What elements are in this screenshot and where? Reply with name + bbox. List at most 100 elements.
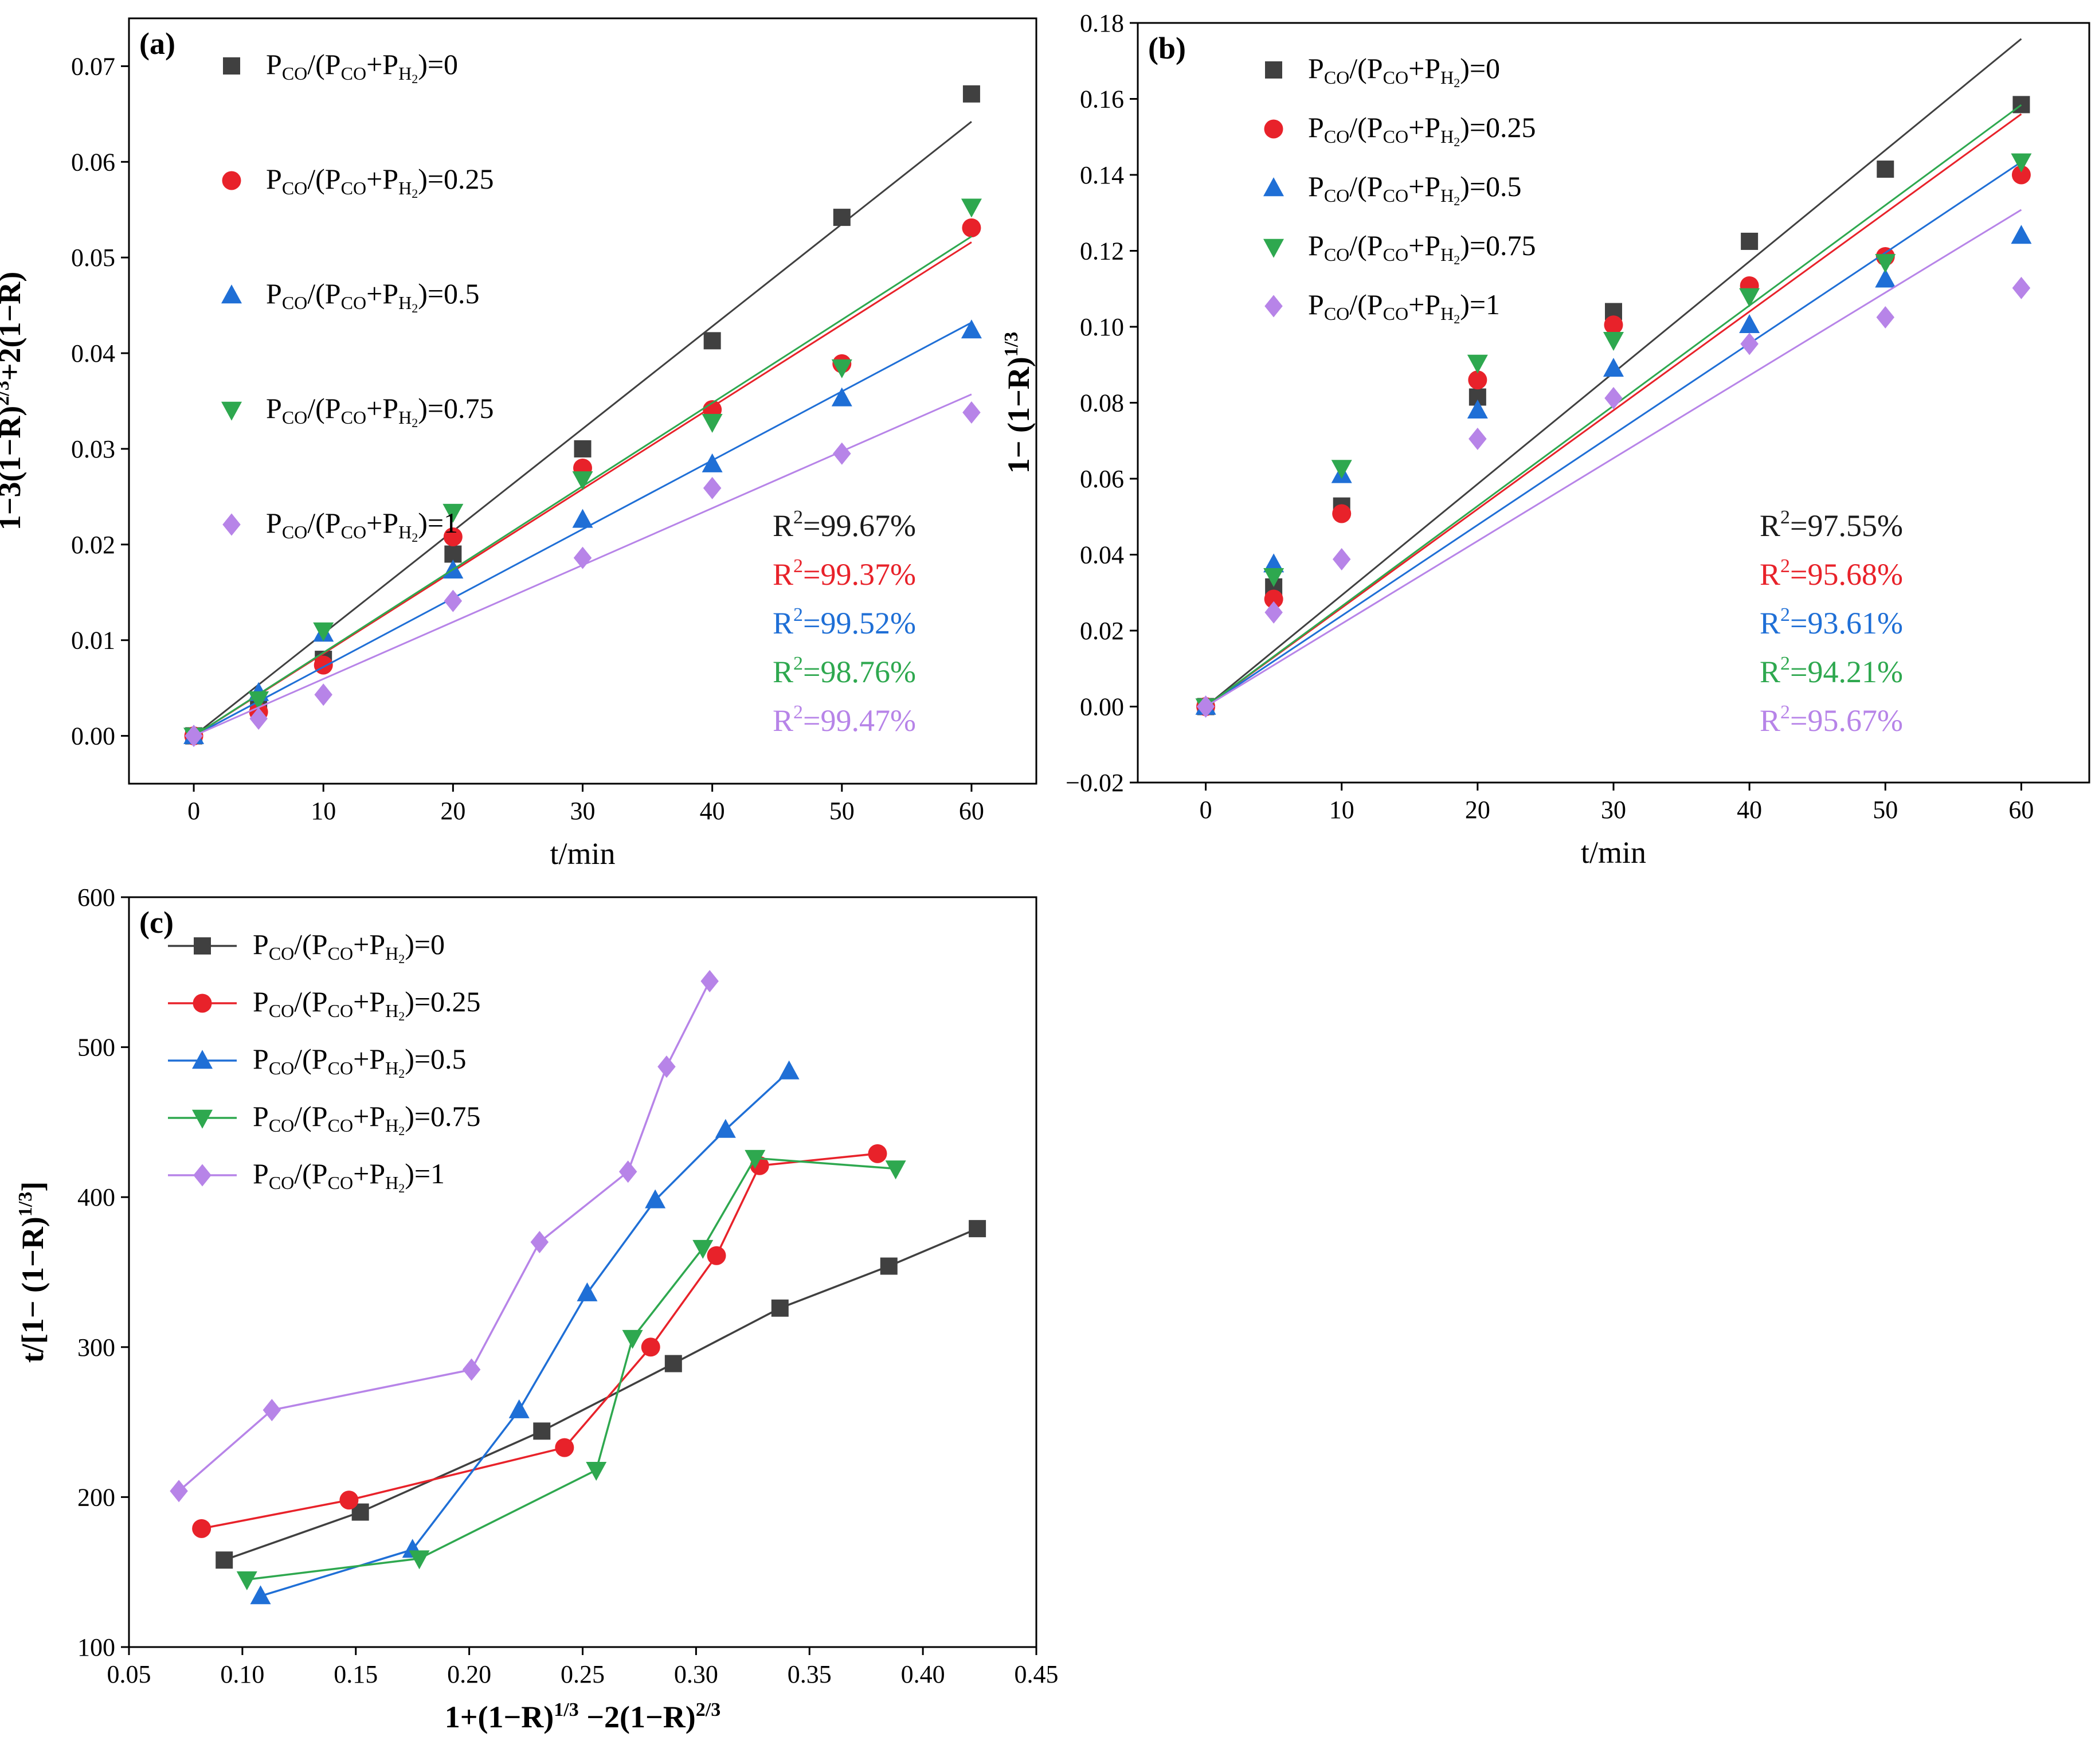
r2-label-a-0: R2=99.67% [773,507,916,543]
y-tick-label: 0.16 [1080,85,1124,114]
data-point-c-3-3 [622,1329,643,1349]
y-tick-label: 0.06 [1080,465,1124,493]
legend-label-4: PCO/(PCO+PH2)=1 [253,1157,445,1195]
panel-label-c: (c) [139,905,174,940]
y-tick-label: 500 [77,1034,115,1062]
data-point-c-1-2 [555,1438,574,1457]
y-tick-label: 0.04 [71,339,115,367]
y-tick-label: 400 [77,1183,115,1211]
data-point-b-2-1 [1263,553,1285,573]
x-tick-label: 0.20 [447,1660,491,1688]
r2-label-b-4: R2=95.67% [1760,702,1903,738]
data-point-c-2-4 [645,1189,666,1208]
series-b-1 [1196,113,2031,716]
legend-a: PCO/(PCO+PH2)=0 PCO/(PCO+PH2)=0.25 PCO/(PC… [221,48,494,545]
panel-label-a: (a) [139,26,175,61]
data-point-a-0-7 [962,85,980,103]
data-point-c-4-0 [170,1480,188,1503]
data-point-a-4-3 [444,589,463,612]
y-axis-label-c: t/[1− (1−R)1/3] [15,1182,50,1363]
y-tick-label: 300 [77,1333,115,1362]
panel-label-b: (b) [1148,31,1186,65]
x-tick-label: 10 [311,797,336,825]
data-point-b-0-5 [1741,232,1759,250]
data-point-b-4-0 [1196,695,1215,718]
y-tick-label: 0.14 [1080,161,1124,189]
x-tick-label: 20 [1465,796,1490,824]
x-tick-label: 60 [2008,796,2034,824]
y-tick-label: 0.07 [71,52,115,80]
legend-label-0: PCO/(PCO+PH2)=0 [253,928,445,966]
data-point-c-2-2 [508,1399,530,1418]
r2-block-b: R2=97.55% R2=95.68% R2=93.61% R2=94.21% R2=9… [1760,507,1903,738]
y-tick-label: 0.18 [1080,9,1124,37]
series-c-2 [250,1060,800,1605]
fit-line-b-2 [1205,161,2022,707]
legend-marker-0 [223,57,240,75]
series-line-c-0 [224,1227,978,1561]
fit-line-b-4 [1205,209,2022,707]
legend-marker-0 [1265,61,1282,79]
x-tick-label: 40 [700,797,725,825]
data-point-c-2-5 [715,1118,736,1138]
x-tick-label: 0 [187,797,200,825]
data-point-b-3-5 [1739,288,1760,307]
y-axis-label-a: 1−3(1−R)2/3+2(1−R) [0,272,27,530]
legend-marker-2 [221,284,242,304]
y-tick-label: 0.06 [71,148,115,176]
data-point-a-3-7 [961,198,982,218]
x-tick-label: 60 [959,797,984,825]
y-tick-label: 0.00 [71,722,115,750]
data-point-a-4-2 [314,683,332,706]
data-point-c-1-6 [868,1144,887,1163]
series-c-3 [236,1149,906,1591]
legend-marker-2 [1263,177,1284,197]
y-tick-label: 200 [77,1483,115,1511]
y-tick-label: 0.04 [1080,541,1124,569]
series-a-3 [183,198,982,747]
data-point-c-1-4 [707,1246,726,1265]
data-point-c-4-4 [618,1160,637,1183]
x-tick-label: 50 [1873,796,1898,824]
data-point-c-3-5 [745,1149,766,1169]
data-point-a-4-1 [249,707,268,730]
panel-a: 0 10 20 30 40 50 60 0.00 0.01 0.02 0.03 0.04 0.05 0.0… [0,17,1037,871]
series-b-2 [1195,161,2032,715]
data-point-b-4-2 [1332,547,1351,570]
data-point-c-0-2 [533,1422,551,1440]
data-point-a-0-5 [703,332,721,350]
legend-marker-1 [1264,119,1283,139]
data-point-b-4-7 [2012,276,2031,299]
r2-label-b-2: R2=93.61% [1760,604,1903,640]
data-point-c-3-6 [885,1160,906,1180]
data-point-a-3-4 [572,471,593,491]
data-point-c-0-6 [969,1220,986,1238]
r2-label-a-2: R2=99.52% [773,604,916,640]
data-point-b-1-2 [1332,504,1352,523]
data-point-b-4-4 [1604,387,1623,410]
x-axis-label-b: t/min [1581,835,1646,870]
x-axis-label-c: 1+(1−R)1/3 −2(1−R)2/3 [445,1699,720,1734]
r2-label-b-0: R2=97.55% [1760,507,1903,543]
data-point-b-2-7 [2011,225,2032,244]
legend-marker-1 [222,171,241,190]
x-tick-label: 40 [1737,796,1762,824]
data-point-c-4-5 [657,1055,676,1078]
data-point-a-3-1 [248,691,269,710]
data-point-b-1-1 [1264,589,1283,609]
data-point-c-2-6 [778,1060,800,1079]
data-point-a-3-6 [831,359,852,378]
data-point-c-2-0 [250,1585,271,1605]
r2-label-a-4: R2=99.47% [773,702,916,738]
y-tick-label: 100 [77,1633,115,1661]
data-point-c-1-3 [641,1337,660,1357]
data-point-c-4-3 [530,1231,549,1254]
x-tick-label: 20 [440,797,465,825]
x-tick-label: 0.35 [788,1660,832,1688]
data-point-a-2-6 [831,387,852,406]
y-tick-label: −0.02 [1066,769,1124,797]
data-point-c-0-5 [880,1257,898,1275]
y-tick-label: 0.05 [71,244,115,272]
x-axis-label-a: t/min [550,836,615,871]
